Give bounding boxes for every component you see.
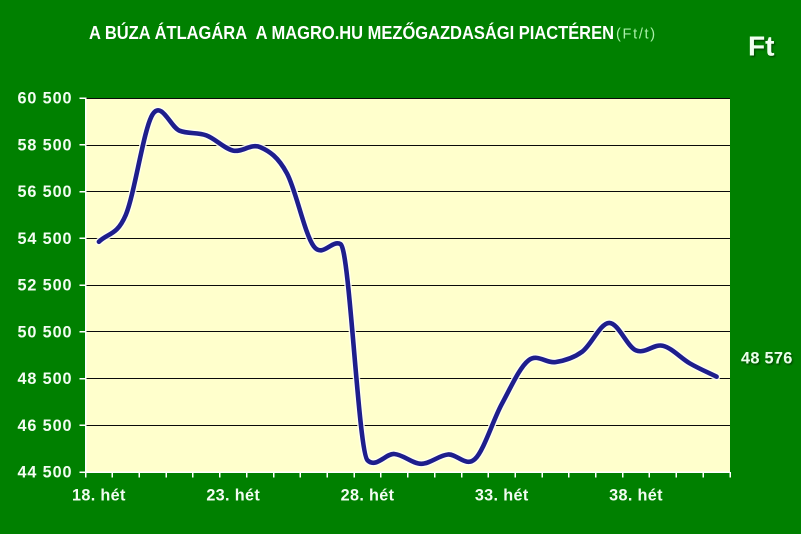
svg-text:38. hét: 38. hét xyxy=(609,487,663,505)
svg-text:Ft: Ft xyxy=(748,30,774,61)
svg-text:44 500: 44 500 xyxy=(17,464,72,482)
svg-text:(Ft/t): (Ft/t) xyxy=(616,27,657,43)
svg-text:23. hét: 23. hét xyxy=(206,487,260,505)
svg-text:46 500: 46 500 xyxy=(17,417,72,435)
svg-text:18. hét: 18. hét xyxy=(72,487,126,505)
svg-text:54 500: 54 500 xyxy=(17,230,72,248)
svg-text:A BÚZA ÁTLAGÁRA A MAGRO.HU ME: A BÚZA ÁTLAGÁRA A MAGRO.HU MEZŐGAZDASÁGI… xyxy=(89,22,614,43)
svg-text:52 500: 52 500 xyxy=(17,277,72,295)
svg-text:50 500: 50 500 xyxy=(17,323,72,341)
svg-text:56 500: 56 500 xyxy=(17,183,72,201)
svg-text:48 500: 48 500 xyxy=(17,370,72,388)
svg-text:60 500: 60 500 xyxy=(17,90,72,108)
svg-text:28. hét: 28. hét xyxy=(341,487,395,505)
svg-text:58 500: 58 500 xyxy=(17,136,72,154)
svg-text:33. hét: 33. hét xyxy=(475,487,529,505)
svg-text:48 576: 48 576 xyxy=(741,350,793,368)
